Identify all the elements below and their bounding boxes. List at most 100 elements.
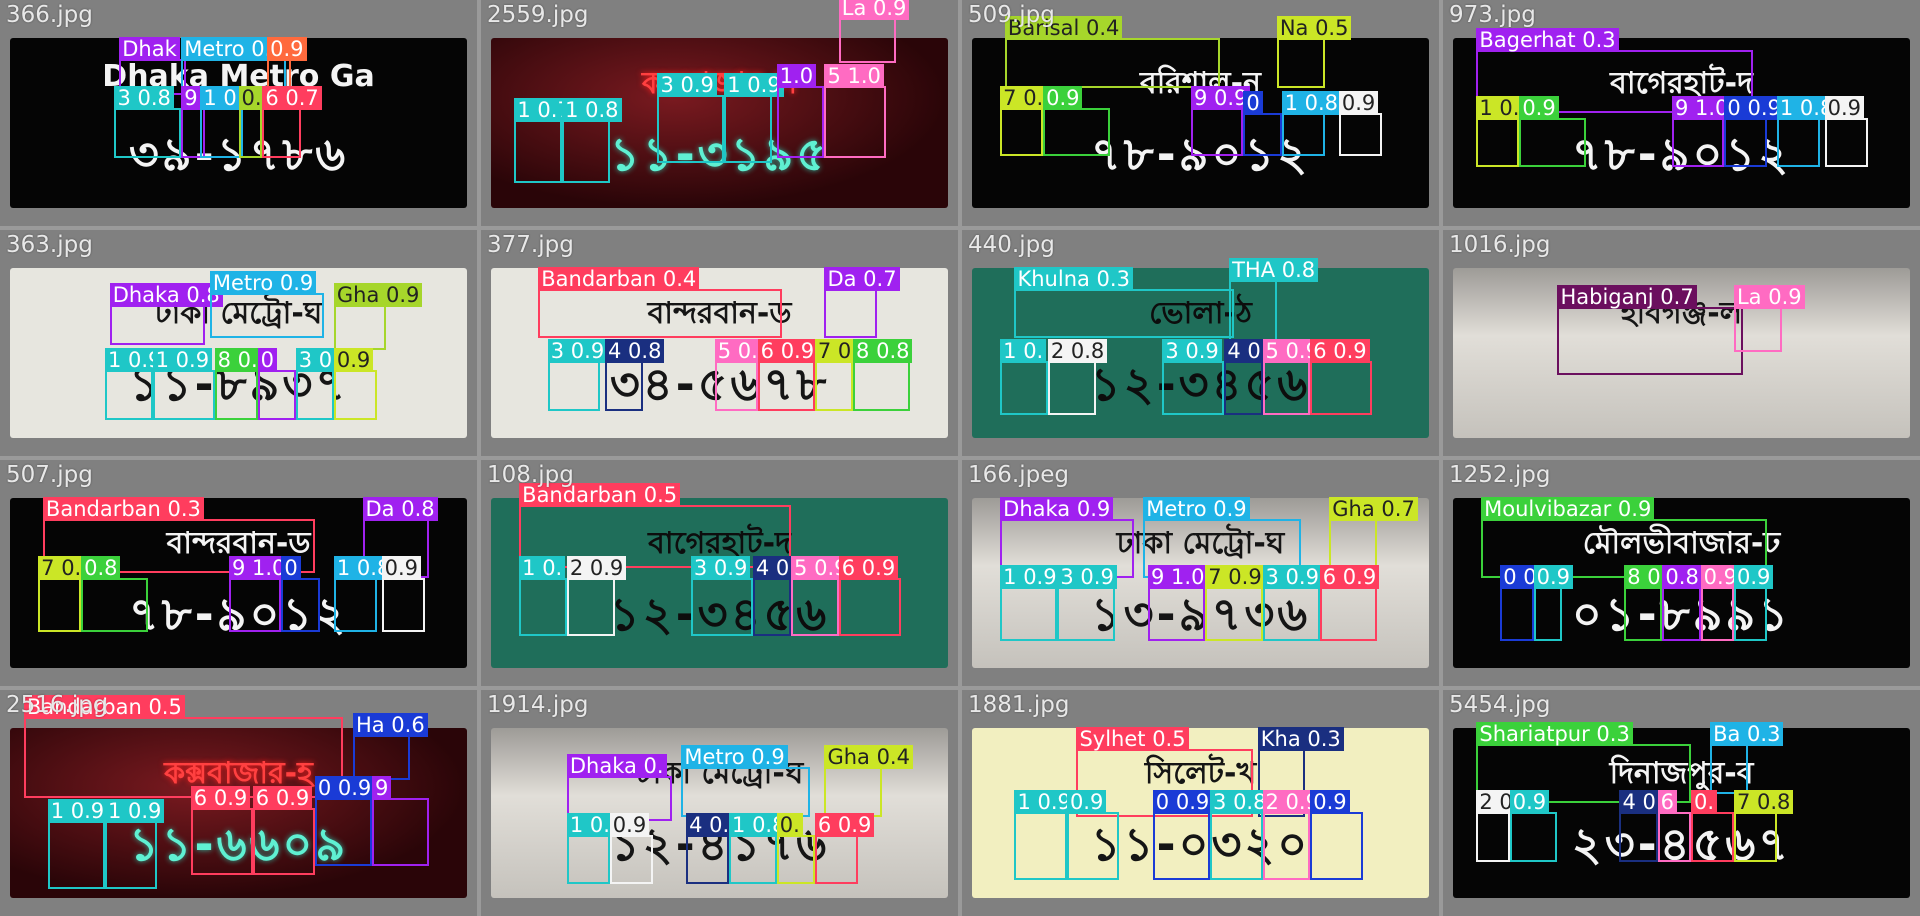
- detection-label: Bagerhat 0.3: [1476, 27, 1619, 52]
- detection-box: 0: [1243, 91, 1282, 156]
- detection-box: 6 0.9: [1319, 564, 1380, 641]
- detection-label: Bandarban 0.3: [42, 496, 204, 521]
- license-plate-image: কক্সবাজার-ল ১১-৩১৯৫: [490, 38, 949, 208]
- detection-label: Na 0.5: [1276, 16, 1352, 41]
- detection-box: 0 0.9: [314, 776, 375, 867]
- detection-label: 1 0.9: [47, 799, 108, 824]
- detection-label: Dhaka 0.: [566, 753, 667, 778]
- detection-box: 1 0.9: [104, 799, 165, 889]
- plate-district-text: সিলেট-খ: [1144, 755, 1257, 791]
- detection-box: 7 0.8: [1733, 790, 1794, 862]
- detection-box: 0.9: [1043, 86, 1110, 156]
- detection-label: 0.9: [1509, 790, 1550, 815]
- detection-box: Gha 0.7: [1329, 496, 1418, 578]
- detection-box: 0 0.9: [1724, 95, 1784, 168]
- detection-label: 6: [1657, 790, 1678, 815]
- image-filename: 5454.jpg: [1449, 692, 1551, 718]
- license-plate-image: বাগেরহাট-দ ৭৮-৯০১২: [1452, 38, 1911, 208]
- license-plate-image: বান্দরবান-ড ৭৮-৯০১২: [9, 498, 468, 668]
- detection-label: 0.9: [1733, 564, 1774, 589]
- detection-box: 0.9: [1533, 564, 1574, 641]
- detection-box: 6 0.7: [262, 86, 322, 159]
- detection-label: Bandarban 0.5: [519, 483, 681, 508]
- detection-label: Barisal 0.4: [1004, 16, 1123, 41]
- detection-box: 1 0.8: [1776, 95, 1837, 168]
- image-tile: সিলেট-খ ১১-০৩২০ 1881.jpg Sylhet 0.5 Kha 0.3 1…: [962, 690, 1439, 916]
- detection-label: 1 0.8: [1281, 91, 1342, 115]
- detection-label: 0.9: [1824, 95, 1864, 120]
- detection-label: 1 0.9: [1000, 564, 1060, 589]
- plate-district-text: মৌলভীবাজার-ঢ: [1582, 525, 1781, 561]
- detection-box: 7 0.9: [1000, 86, 1060, 156]
- image-tile: মৌলভীবাজার-ঢ ০১-৮৯৯১ 1252.jpg Moulvibazar 0…: [1443, 460, 1920, 686]
- detection-label: 1 0.9: [152, 348, 213, 373]
- detection-box: 6 0.9: [838, 555, 901, 637]
- detection-box: 1 0.8: [1476, 95, 1536, 168]
- detection-label: 9: [372, 776, 392, 801]
- detection-label: 9 1.0: [1148, 564, 1208, 589]
- detection-label: 0.9: [1533, 564, 1574, 589]
- detection-label: Shariatpur 0.3: [1476, 722, 1633, 747]
- detection-label: 6 0.9: [757, 339, 818, 364]
- detection-box: 3 0.9: [295, 348, 356, 420]
- detection-label: 1 0.9: [104, 799, 165, 824]
- detection-label: 6 0.9: [1310, 339, 1370, 364]
- detection-label: 3 0.8: [1210, 790, 1270, 815]
- image-filename: 507.jpg: [6, 462, 93, 488]
- detection-box: 1 0.7: [514, 97, 574, 184]
- detection-box: 1 0.9: [47, 799, 108, 889]
- detection-box: 5 0.9: [791, 555, 851, 637]
- detection-box: 1 0.9: [1014, 790, 1074, 880]
- detection-label: 3 0.9: [690, 555, 751, 580]
- detection-label: La 0.9: [1733, 284, 1805, 309]
- detection-label: 4 0.: [686, 812, 733, 837]
- detection-box: 5 0.9: [714, 339, 775, 411]
- detection-label: Moulvibazar 0.9: [1481, 496, 1655, 521]
- detection-box: 9 1.0: [228, 555, 289, 632]
- detection-box: 1 0.8: [333, 555, 394, 632]
- detection-box: 4 0.: [1619, 790, 1666, 862]
- image-filename: 1881.jpg: [968, 692, 1070, 718]
- detection-box: 3 0.9: [1262, 564, 1322, 641]
- detection-box: 0.8: [81, 555, 148, 632]
- detection-label: 1 0.8: [562, 97, 622, 122]
- detection-label: Gha 0.9: [333, 282, 423, 307]
- detection-box: 0: [257, 348, 296, 420]
- detection-label: Metro 0.9: [1143, 496, 1250, 521]
- image-tile: কক্সবাজার-ল ১১-৩১৯৫ 2559.jpg La 0.9 1 0.7 1 0…: [481, 0, 958, 226]
- detection-box: 1 0.8: [1281, 91, 1342, 156]
- detection-box: 1 0.: [1000, 339, 1048, 416]
- plate-number-text: ১১-৬৬০৯: [128, 816, 349, 871]
- detection-box: 5 0.9: [1262, 339, 1322, 416]
- detection-box: 1 0.9: [104, 348, 165, 420]
- detection-box: Shariatpur 0.3: [1476, 722, 1692, 803]
- image-filename: 2559.jpg: [487, 2, 589, 28]
- detection-label: Khulna 0.3: [1014, 266, 1133, 291]
- image-tile: দিনাজপুর-ব ২৩-৪৫৬৭ 5454.jpg Shariatpur 0.3 B…: [1443, 690, 1920, 916]
- detection-box: Da 0.7: [824, 266, 900, 339]
- license-plate-image: হবিগঞ্জ-ল: [1452, 268, 1911, 438]
- detection-box: 3 0.9: [1162, 339, 1225, 416]
- detection-box: 0: [281, 555, 320, 632]
- detection-box: 3 0.9: [690, 555, 753, 637]
- image-tile: ঢাকা মেট্রো-ঘ ১২-৪১৭৬ 1914.jpg Dhaka 0. Metr…: [481, 690, 958, 916]
- detection-box: 0 0.8: [1500, 564, 1560, 641]
- detection-box: 7 0.9: [814, 339, 875, 411]
- image-tile: ঢাকা মেট্রো-ঘ ১৩-৯৭৩৬ 166.jpeg Dhaka 0.9 Met…: [962, 460, 1439, 686]
- license-plate-image: Dhaka Metro Ga ৩৯-১৭৮৬: [9, 38, 468, 208]
- license-plate-image: বরিশাল-ন ৭৮-৯০১২: [971, 38, 1430, 208]
- detection-label: 0 0.9: [1152, 790, 1213, 815]
- detection-label: Bandarban 0.5: [23, 695, 185, 720]
- detection-box: 0.8: [1662, 564, 1702, 641]
- detection-box: 1 0.9: [152, 348, 215, 420]
- detection-label: 3 0.9: [547, 339, 608, 364]
- detection-label: 0.: [776, 812, 803, 837]
- detection-box: Barisal 0.4: [1004, 16, 1220, 89]
- detection-label: 6 0.9: [252, 785, 313, 810]
- detection-label: 3 0.9: [657, 72, 717, 97]
- plate-number-text: ১১-৩১৯৫: [609, 126, 830, 181]
- detection-box: 0.9: [1066, 790, 1120, 880]
- plate-district-text: বান্দরবান-ড: [166, 525, 311, 561]
- detection-box: 0 0.9: [1152, 790, 1213, 880]
- detection-box: Bandarban 0.5: [519, 483, 792, 569]
